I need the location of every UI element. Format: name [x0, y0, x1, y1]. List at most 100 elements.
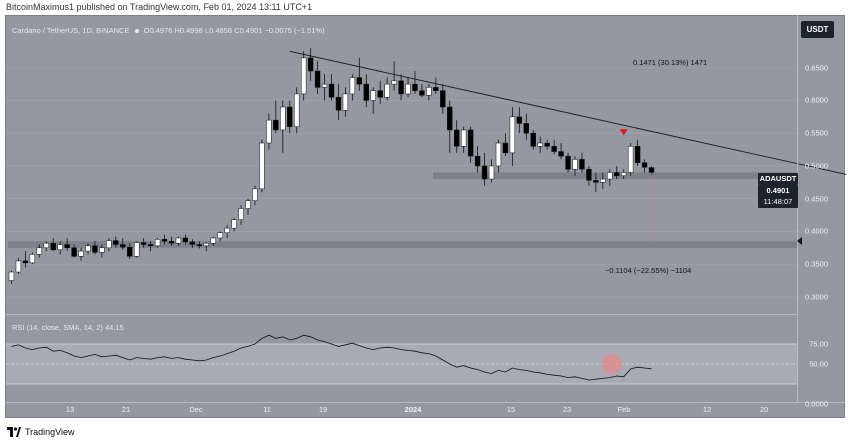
- candle-body: [335, 96, 342, 111]
- candle-body: [307, 57, 314, 72]
- time-tick-label: 15: [506, 405, 516, 414]
- candle-body: [377, 90, 383, 98]
- candle-body: [321, 83, 328, 88]
- candle-body: [217, 232, 223, 239]
- candle-body: [370, 90, 376, 101]
- candle-body: [50, 242, 56, 251]
- candle-body: [454, 129, 460, 147]
- candle-body: [502, 142, 509, 154]
- support-zone: [8, 241, 797, 248]
- candle-body: [405, 83, 411, 95]
- footer-brand: TradingView: [25, 427, 75, 437]
- candle-body: [495, 142, 502, 167]
- candle-body: [154, 239, 161, 247]
- time-axis-separator: [5, 402, 845, 403]
- candle-body: [168, 241, 175, 244]
- candle-body: [120, 244, 126, 248]
- price-tick-label: 0.6000: [805, 95, 828, 105]
- currency-badge[interactable]: USDT: [801, 21, 834, 38]
- candle-body: [43, 242, 49, 249]
- candle-body: [641, 162, 648, 168]
- candle-body: [488, 165, 495, 180]
- candle-body: [175, 237, 182, 244]
- rsi-highlight-marker: [602, 354, 622, 374]
- candle-body: [266, 119, 272, 144]
- candle-body: [210, 237, 216, 244]
- candle-body: [530, 132, 536, 147]
- legend-dot-icon: [134, 28, 139, 33]
- candle-body: [440, 90, 446, 108]
- symbol-tag: ADAUSDT: [758, 173, 798, 185]
- candle-body: [314, 70, 321, 88]
- candle-body: [140, 242, 147, 245]
- candle-body: [467, 129, 474, 157]
- candle-body: [106, 240, 112, 249]
- candle-body: [419, 90, 425, 96]
- candle-body: [551, 146, 557, 152]
- candle-body: [607, 172, 613, 180]
- last-price-tag: 0.4901: [758, 185, 798, 197]
- candle-body: [600, 178, 606, 183]
- footer: TradingView: [7, 425, 75, 439]
- candle-body: [363, 83, 369, 101]
- countdown-tag: 11:48:07: [758, 196, 798, 208]
- rsi-legend[interactable]: RSI (14, close, SMA, 14, 2) 44.15: [12, 323, 124, 332]
- publisher-bar: BitcoinMaximus1 published on TradingView…: [0, 0, 850, 14]
- scroll-right-icon[interactable]: [797, 237, 802, 245]
- candle-body: [273, 119, 279, 131]
- candle-body: [29, 254, 36, 264]
- candle-body: [134, 242, 140, 257]
- candle-body: [398, 80, 404, 95]
- candle-body: [516, 116, 523, 124]
- symbol-legend[interactable]: Cardano / TetherUS, 1D, BINANCE O0.4976 …: [12, 26, 325, 35]
- candle-body: [544, 142, 550, 147]
- candle-body: [391, 80, 397, 85]
- candle-body: [22, 260, 29, 264]
- candle-body: [558, 151, 564, 157]
- candle-body: [231, 219, 237, 229]
- rsi-tick-label: 75.00: [809, 339, 828, 349]
- descending-resistance-line: [289, 50, 847, 175]
- candle-body: [287, 106, 293, 127]
- candle-body: [426, 87, 432, 96]
- candle-body: [15, 260, 22, 273]
- candle-body: [579, 159, 585, 170]
- candle-body: [71, 247, 77, 257]
- time-tick-label: 11: [263, 405, 271, 414]
- candle-body: [280, 106, 286, 131]
- rsi-tick-label: 0.0000: [805, 399, 828, 409]
- candle-body: [127, 246, 133, 257]
- ohlc-values: O0.4976 H0.4998 L0.4858 C0.4901 −0.0075 …: [143, 26, 325, 35]
- candle-body: [356, 77, 363, 85]
- candle-body: [474, 155, 481, 167]
- time-tick-label: 19: [318, 405, 328, 414]
- price-tick-label: 0.5500: [805, 128, 828, 138]
- candle-body: [294, 93, 300, 127]
- time-tick-label: Feb: [617, 405, 631, 414]
- candle-body: [196, 244, 203, 247]
- candle-body: [614, 172, 620, 177]
- symbol-description: Cardano / TetherUS, 1D, BINANCE: [12, 26, 130, 35]
- candle-body: [523, 123, 529, 134]
- price-tick-label: 0.3000: [805, 292, 828, 302]
- candle-body: [300, 57, 307, 95]
- time-tick-label: 23: [562, 405, 572, 414]
- price-tick-label: 0.4500: [805, 194, 828, 204]
- candle-body: [85, 245, 91, 252]
- candle-body: [113, 240, 119, 245]
- price-tick-label: 0.4000: [805, 226, 828, 236]
- candle-body: [621, 172, 627, 177]
- candle-body: [572, 159, 578, 170]
- price-tick-label: 0.3500: [805, 259, 828, 269]
- candle-body: [384, 83, 390, 98]
- pane-separator[interactable]: [5, 314, 797, 315]
- price-tick-label: 0.6500: [805, 63, 828, 73]
- candle-body: [342, 93, 349, 111]
- price-axis-separator: [797, 15, 798, 403]
- candle-body: [634, 146, 641, 163]
- candle-body: [586, 168, 592, 181]
- candle-body: [447, 106, 453, 131]
- candle-body: [147, 244, 154, 247]
- candle-body: [328, 83, 335, 98]
